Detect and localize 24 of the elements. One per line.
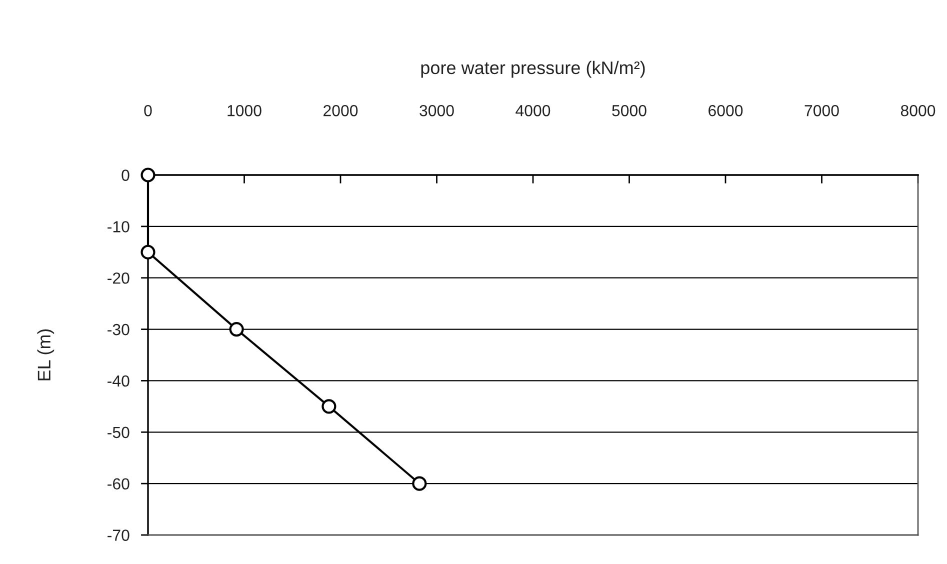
x-tick-label: 4000 bbox=[516, 104, 550, 116]
x-tick-label: 8000 bbox=[900, 104, 936, 116]
x-tick-label: 1000 bbox=[228, 104, 262, 116]
x-axis-title: pore water pressure (kN/m²) bbox=[421, 60, 645, 78]
x-tick-label: 6000 bbox=[708, 104, 743, 116]
y-tick-label: -70 bbox=[108, 530, 130, 541]
x-tick-label: 3000 bbox=[420, 104, 454, 116]
x-tick-label: 2000 bbox=[324, 104, 358, 116]
x-tick-label: 0 bbox=[144, 104, 152, 116]
x-tick-label: 7000 bbox=[804, 104, 839, 116]
y-tick-label: -10 bbox=[108, 221, 130, 232]
y-tick-label: -20 bbox=[108, 272, 130, 284]
point bbox=[229, 322, 244, 337]
y-tick-label: 0 bbox=[122, 170, 130, 181]
y-tick-label: -30 bbox=[108, 324, 130, 336]
point bbox=[140, 168, 156, 182]
y-axis-title: EL (m) bbox=[37, 329, 54, 380]
point bbox=[140, 244, 156, 260]
x-tick-label: 5000 bbox=[612, 104, 646, 116]
y-tick-label: -40 bbox=[108, 375, 130, 387]
point bbox=[412, 476, 427, 491]
y-tick-label: -60 bbox=[108, 478, 130, 490]
y-tick-label: -50 bbox=[108, 426, 130, 438]
point bbox=[322, 399, 336, 414]
